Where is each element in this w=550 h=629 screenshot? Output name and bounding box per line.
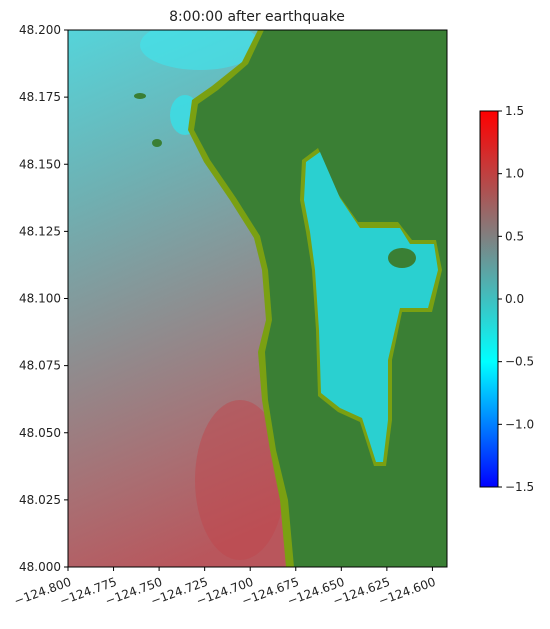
y-tick-label: 48.050 xyxy=(19,426,61,440)
y-tick-label: 48.125 xyxy=(19,224,61,238)
bay xyxy=(304,152,438,462)
y-tick-label: 48.150 xyxy=(19,157,61,171)
colorbar-tick-label: 0.5 xyxy=(505,229,524,243)
map xyxy=(68,30,447,567)
colorbar xyxy=(479,110,499,488)
sea-highlight xyxy=(140,30,260,70)
island xyxy=(388,248,416,268)
colorbar-tick-label: 1.5 xyxy=(505,104,524,118)
y-tick-label: 48.025 xyxy=(19,493,61,507)
colorbar-tick-label: −1.0 xyxy=(505,417,534,431)
y-tick-label: 48.200 xyxy=(19,23,61,37)
colorbar-tick-label: −0.5 xyxy=(505,355,534,369)
colorbar-tick-label: −1.5 xyxy=(505,480,534,494)
colorbar-tick-label: 1.0 xyxy=(505,167,524,181)
y-tick-label: 48.075 xyxy=(19,359,61,373)
chart-title: 8:00:00 after earthquake xyxy=(169,9,345,25)
colorbar-tick-label: 0.0 xyxy=(505,292,524,306)
y-tick-label: 48.175 xyxy=(19,90,61,104)
island xyxy=(152,139,162,147)
sea-highlight xyxy=(195,400,285,560)
island xyxy=(134,93,146,99)
y-tick-label: 48.100 xyxy=(19,292,61,306)
y-tick-label: 48.000 xyxy=(19,560,61,574)
